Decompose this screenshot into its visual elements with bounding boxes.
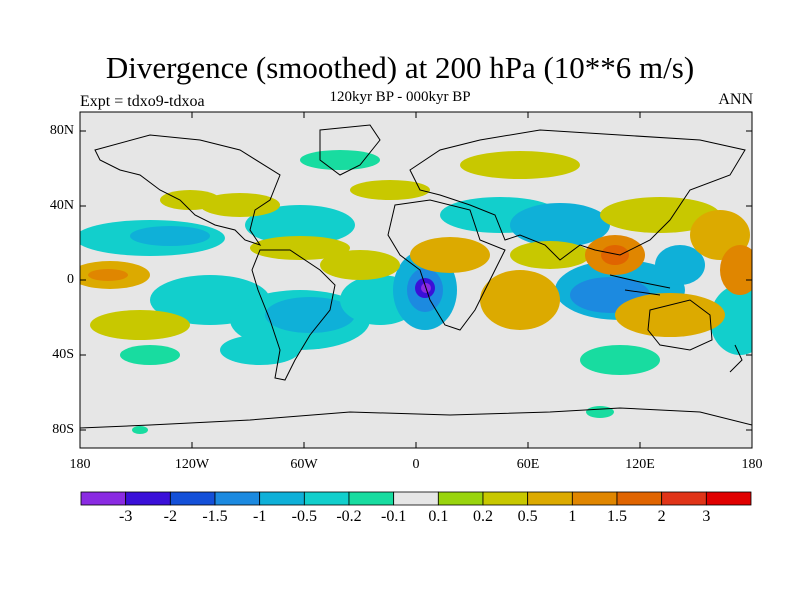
colorbar-label: -2 xyxy=(163,508,177,525)
antarctica-coast xyxy=(80,407,752,429)
colorbar-box-3 xyxy=(214,491,261,506)
colorbar-box-2 xyxy=(169,491,216,506)
map-title: Divergence (smoothed) at 200 hPa (10**6 … xyxy=(105,50,695,85)
colorbar-box-4 xyxy=(259,491,305,506)
colorbar-box-5 xyxy=(303,491,350,506)
colorbar-label: -0.5 xyxy=(291,508,317,525)
lon-label-60e: 60E xyxy=(516,457,540,472)
lon-ticks xyxy=(191,112,641,448)
colorbar-box-6 xyxy=(348,491,395,506)
colorbar-box-7 xyxy=(393,491,439,506)
greenland-coast xyxy=(319,124,381,176)
colorbar-box-8 xyxy=(437,491,484,506)
lat-label-40s: 40S xyxy=(52,347,74,362)
colorbar-box-1 xyxy=(125,491,171,506)
lat-ticks xyxy=(80,130,752,431)
lon-label-180e: 180 xyxy=(741,457,763,472)
colorbar-box-9 xyxy=(482,491,529,506)
colorbar-box-0 xyxy=(80,491,127,506)
experiment-label: Expt = tdxo9-tdxoa xyxy=(80,93,205,110)
lat-label-80s: 80S xyxy=(52,422,74,437)
colorbar xyxy=(80,491,752,506)
colorbar-box-11 xyxy=(571,491,618,506)
season-label: ANN xyxy=(718,91,753,108)
lon-label-120e: 120E xyxy=(625,457,655,472)
map-subtitle: 120kyr BP - 000kyr BP xyxy=(329,89,471,105)
colorbar-label: -0.1 xyxy=(380,508,407,525)
positive-regions xyxy=(80,151,752,340)
colorbar-label: 0.5 xyxy=(517,508,538,525)
colorbar-box-14 xyxy=(705,491,752,506)
africa-coast xyxy=(387,199,506,331)
colorbar-box-12 xyxy=(616,491,663,506)
lon-label-120w: 120W xyxy=(174,457,210,472)
colorbar-label: 3 xyxy=(702,508,711,525)
divergence-field xyxy=(80,150,752,434)
colorbar-label: -3 xyxy=(118,508,133,525)
colorbar-label: -1 xyxy=(252,508,267,525)
colorbar-label: -0.2 xyxy=(336,508,362,525)
colorbar-label: 0.2 xyxy=(473,508,493,525)
lon-label-60w: 60W xyxy=(290,457,318,472)
newzealand-coast xyxy=(729,344,743,373)
colorbar-label: -1.5 xyxy=(202,508,228,525)
coastlines xyxy=(80,124,752,429)
colorbar-label: 1.5 xyxy=(607,508,627,525)
south-america-coast xyxy=(251,249,336,381)
lon-label-0: 0 xyxy=(412,457,420,472)
lat-label-80n: 80N xyxy=(49,123,74,138)
colorbar-label: 0.1 xyxy=(428,508,449,525)
colorbar-label: 2 xyxy=(657,508,666,525)
colorbar-label: 1 xyxy=(568,508,577,525)
lat-label-0: 0 xyxy=(67,272,74,287)
colorbar-box-13 xyxy=(661,491,707,506)
north-america-coast xyxy=(94,134,281,246)
colorbar-box-10 xyxy=(527,491,573,506)
lon-label-180w: 180 xyxy=(69,457,91,472)
indonesia-coast xyxy=(609,274,671,296)
lat-label-40n: 40N xyxy=(49,198,74,213)
australia-coast xyxy=(647,299,713,351)
eurasia-coast xyxy=(409,129,746,261)
